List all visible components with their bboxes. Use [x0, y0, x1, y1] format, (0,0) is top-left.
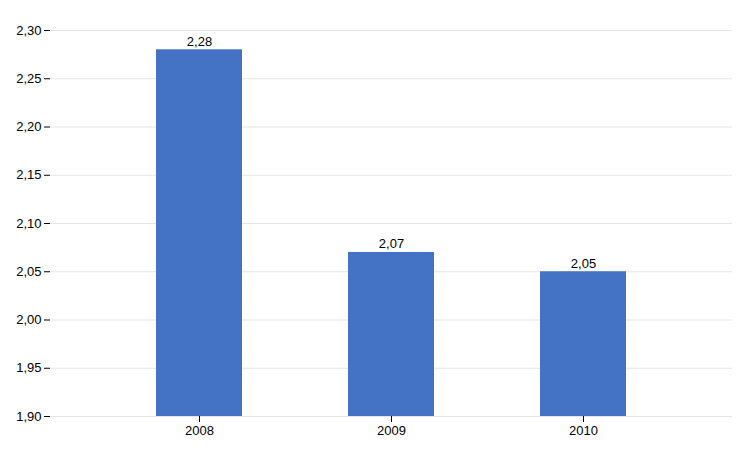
svg-text:2009: 2009	[377, 423, 406, 438]
svg-text:2,05: 2,05	[571, 256, 596, 271]
svg-text:2,28: 2,28	[187, 34, 212, 49]
svg-text:1,95: 1,95	[16, 360, 41, 375]
svg-text:2,10: 2,10	[16, 216, 41, 231]
svg-text:1,90: 1,90	[16, 409, 41, 424]
svg-text:2,00: 2,00	[16, 312, 41, 327]
svg-text:2008: 2008	[185, 423, 214, 438]
svg-text:2,30: 2,30	[16, 23, 41, 38]
svg-text:2,25: 2,25	[16, 71, 41, 86]
svg-text:2,20: 2,20	[16, 119, 41, 134]
svg-text:2010: 2010	[569, 423, 598, 438]
svg-text:2,15: 2,15	[16, 167, 41, 182]
svg-text:2,07: 2,07	[379, 236, 404, 251]
svg-text:2,05: 2,05	[16, 264, 41, 279]
